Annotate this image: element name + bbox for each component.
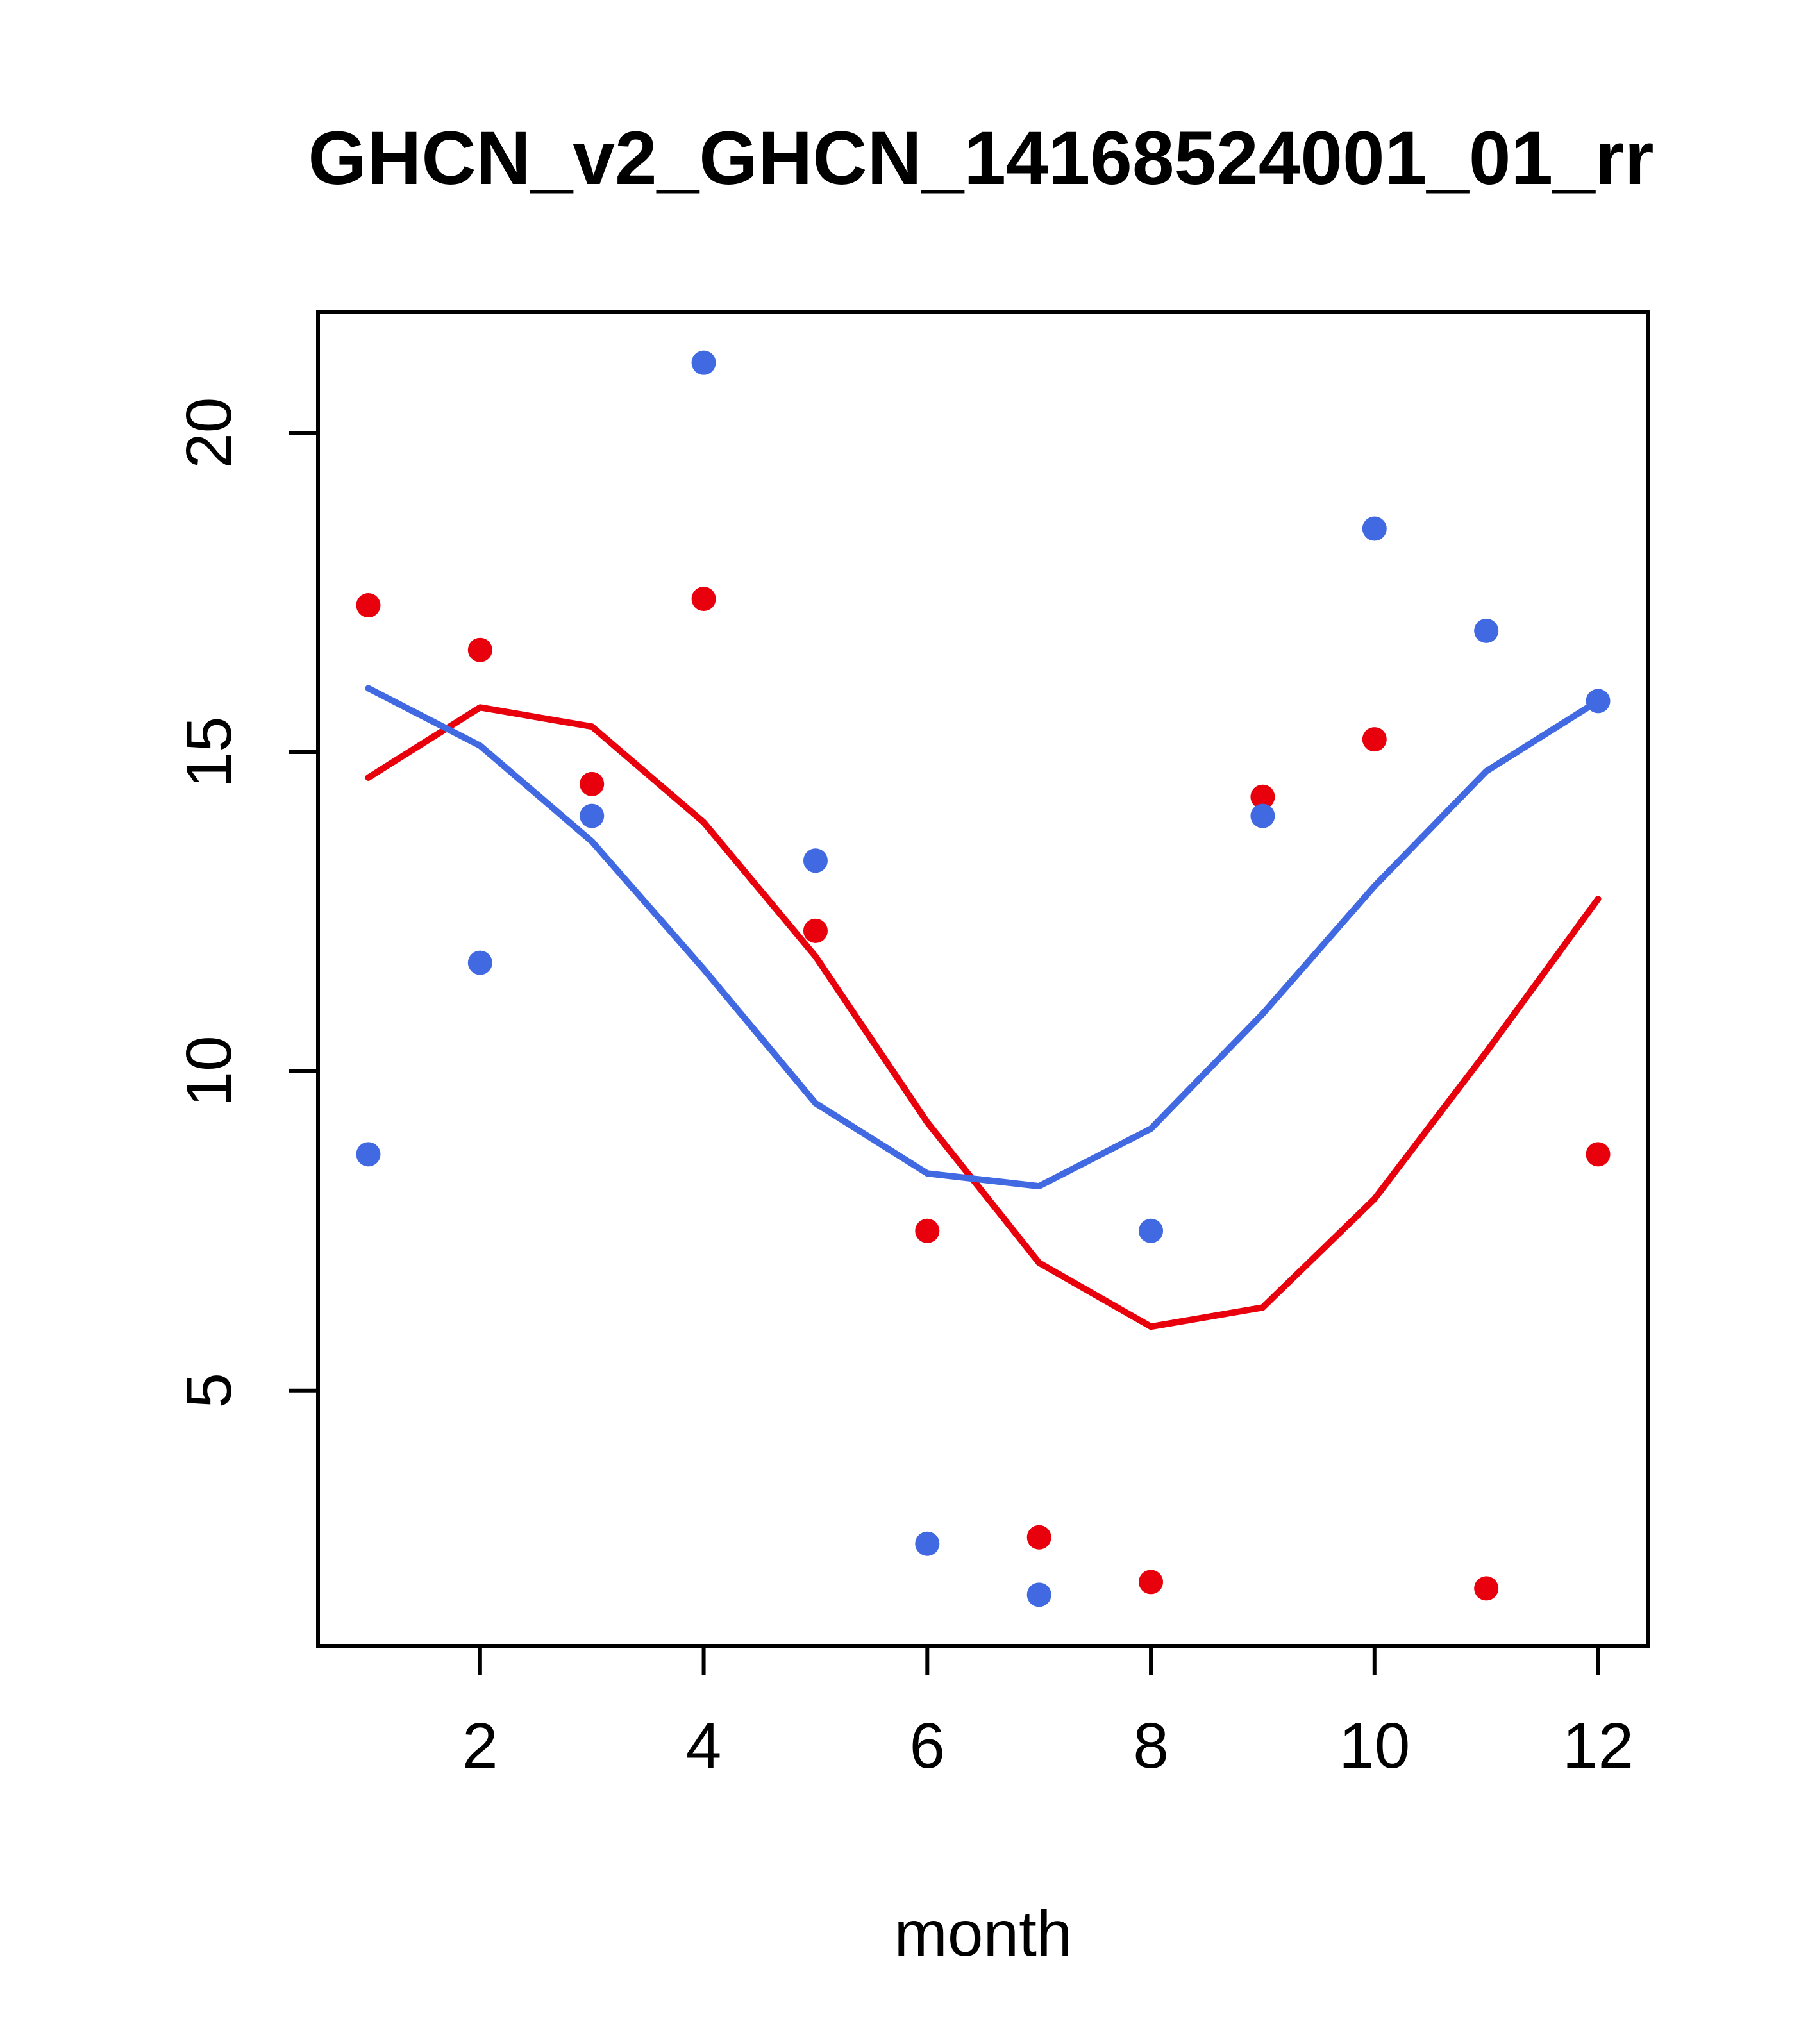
red-points-dot [1139,1570,1164,1595]
blue-points-dot [1586,689,1611,714]
red-points-dot [467,637,492,662]
blue-points-dot [356,1142,381,1167]
blue-points-dot [691,350,716,375]
red-points-dot [803,918,828,943]
x-axis-label: month [894,1898,1073,1970]
x-tick-label: 8 [1133,1710,1169,1782]
x-tick-label: 4 [686,1710,722,1782]
y-tick-label: 15 [173,716,245,787]
red-points-dot [1586,1142,1611,1167]
blue-points-dot [803,848,828,873]
blue-smooth-line [365,685,1602,1190]
blue-points-dot [1362,516,1387,541]
red-points-dot [356,593,381,618]
y-tick-label: 10 [173,1035,245,1107]
blue-points-dot [1250,803,1275,828]
blue-points-dot [1139,1218,1164,1243]
x-tick-label: 6 [910,1710,946,1782]
red-points-dot [691,587,716,612]
red-points-dot [580,771,605,796]
x-tick-label: 10 [1339,1710,1410,1782]
red-points-dot [915,1218,940,1243]
blue-points-dot [1026,1582,1051,1607]
red-points-dot [1362,727,1387,752]
blue-points-dot [467,950,492,975]
chart-title: GHCN_v2_GHCN_14168524001_01_rr [308,116,1654,201]
y-tick-label: 20 [173,398,245,469]
red-points-dot [1474,1576,1499,1601]
x-tick-label: 2 [462,1710,498,1782]
blue-points-dot [915,1531,940,1556]
y-tick-label: 5 [173,1373,245,1409]
plot-border [316,310,1650,1648]
red-points-dot [1026,1525,1051,1550]
blue-points-dot [1474,618,1499,643]
red-points-dot [1250,784,1275,809]
x-tick-label: 12 [1562,1710,1634,1782]
blue-points-dot [580,803,605,828]
red-smooth-line [365,704,1602,1330]
